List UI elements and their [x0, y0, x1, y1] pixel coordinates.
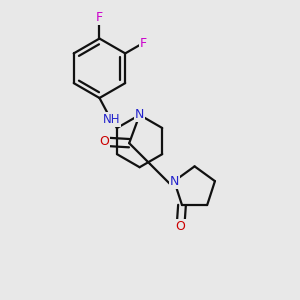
- Text: N: N: [135, 108, 144, 122]
- Text: N: N: [169, 175, 179, 188]
- Text: F: F: [96, 11, 103, 24]
- Text: NH: NH: [103, 113, 120, 126]
- Text: F: F: [140, 37, 147, 50]
- Text: O: O: [176, 220, 185, 233]
- Text: O: O: [99, 135, 109, 148]
